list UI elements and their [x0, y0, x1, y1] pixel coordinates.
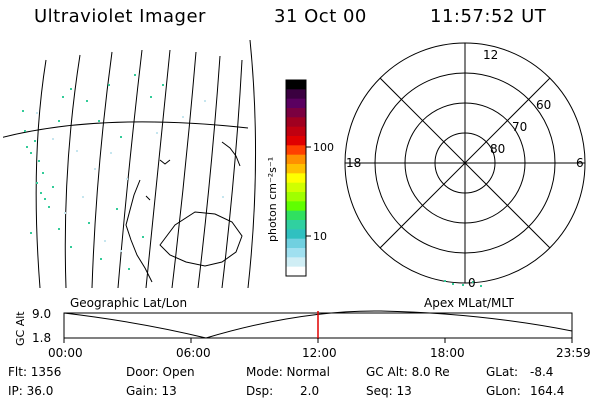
- timeline-tick-1: 06:00: [176, 346, 211, 360]
- geographic-map: [3, 39, 257, 289]
- gain-value: Gain: 13: [126, 384, 177, 398]
- colorbar-cell: [286, 136, 306, 146]
- aurora-speckles: [22, 74, 164, 270]
- colorbar-cell: [286, 164, 306, 174]
- colorbar-unit-label: photon cm⁻²s⁻¹: [266, 156, 279, 242]
- seq-value: Seq: 13: [366, 384, 412, 398]
- colorbar-cell: [286, 126, 306, 137]
- colorbar-cell: [286, 89, 306, 100]
- timeline-tick-2: 12:00: [302, 346, 337, 360]
- dsp-value: 2.0: [300, 384, 320, 398]
- dsp-label: Dsp:: [246, 384, 274, 398]
- mlat-70-label: 70: [512, 120, 528, 134]
- flight-number: Flt: 1356: [8, 365, 62, 379]
- colorbar-cell: [286, 266, 306, 277]
- mlat-60-label: 60: [536, 98, 552, 112]
- mlt-18-label: 18: [346, 156, 362, 170]
- mlt-0-label: 0: [468, 276, 476, 290]
- glon-label: GLon:: [486, 384, 521, 398]
- apex-caption: Apex MLat/MLT: [424, 296, 514, 310]
- timeline-y-bottom: 1.8: [32, 331, 52, 345]
- date-label: 31 Oct 00: [274, 6, 367, 27]
- mlat-80-label: 80: [490, 142, 506, 156]
- colorbar-cell: [286, 210, 306, 221]
- colorbar-cell: [286, 257, 306, 268]
- timeline-plot: [63, 310, 573, 343]
- polar-plot: [344, 42, 586, 284]
- mode-status: Mode: Normal: [246, 365, 330, 379]
- ip-value: IP: 36.0: [8, 384, 54, 398]
- timeline-y-top: 9.0: [32, 307, 52, 321]
- mlt-12-label: 12: [483, 48, 499, 62]
- colorbar-cell: [286, 220, 306, 230]
- timeline-tick-3: 18:00: [430, 346, 465, 360]
- colorbar-cell: [286, 201, 306, 212]
- colorbar-cell: [286, 182, 306, 193]
- colorbar-tick-100: 100: [313, 141, 334, 154]
- colorbar-cell: [286, 154, 306, 165]
- polar-speckles: [444, 280, 482, 287]
- mlt-6-label: 6: [576, 156, 584, 170]
- timeline-tick-4: 23:59: [556, 346, 591, 360]
- colorbar-tick-10: 10: [313, 230, 327, 243]
- colorbar-cell: [286, 98, 306, 109]
- colorbar-cell: [286, 248, 306, 258]
- timeline-tick-0: 00:00: [48, 346, 83, 360]
- colorbar-cell: [286, 108, 306, 118]
- gc-altitude: GC Alt: 8.0 Re: [366, 365, 450, 379]
- geographic-caption: Geographic Lat/Lon: [70, 296, 188, 310]
- colorbar: [285, 79, 311, 277]
- colorbar-cell: [286, 192, 306, 202]
- colorbar-cell: [286, 229, 306, 240]
- colorbar-cell: [286, 80, 306, 90]
- glat-value: -8.4: [530, 365, 554, 379]
- colorbar-cell: [286, 117, 306, 128]
- colorbar-cell: [286, 173, 306, 184]
- colorbar-cell: [286, 145, 306, 156]
- time-label: 11:57:52 UT: [430, 6, 547, 27]
- door-status: Door: Open: [126, 365, 195, 379]
- timeline-axis-title: GC Alt: [14, 311, 27, 346]
- glat-label: GLat:: [486, 365, 519, 379]
- instrument-title: Ultraviolet Imager: [34, 6, 206, 27]
- glon-value: 164.4: [530, 384, 565, 398]
- colorbar-cell: [286, 238, 306, 249]
